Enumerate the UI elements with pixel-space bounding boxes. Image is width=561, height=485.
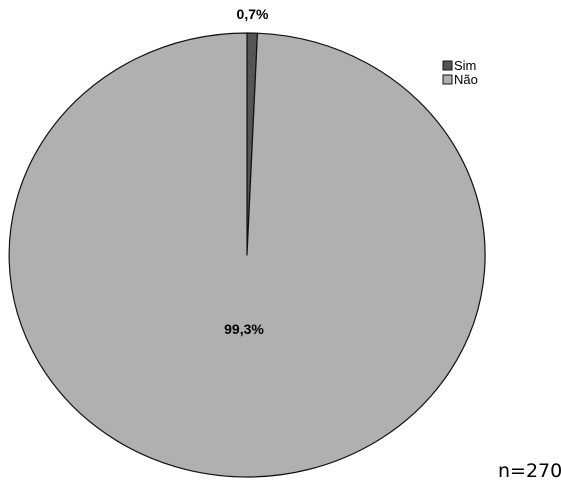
legend-label-nao: Não (454, 72, 478, 87)
legend-label-sim: Sim (454, 58, 476, 73)
sample-size-note: n=270 (498, 460, 561, 482)
legend-swatch-nao (442, 74, 453, 85)
pie-slice-nao (8, 32, 486, 478)
data-label-sim: 0,7% (237, 6, 269, 22)
legend-swatch-sim (442, 60, 453, 71)
data-label-nao: 99,3% (224, 321, 264, 337)
